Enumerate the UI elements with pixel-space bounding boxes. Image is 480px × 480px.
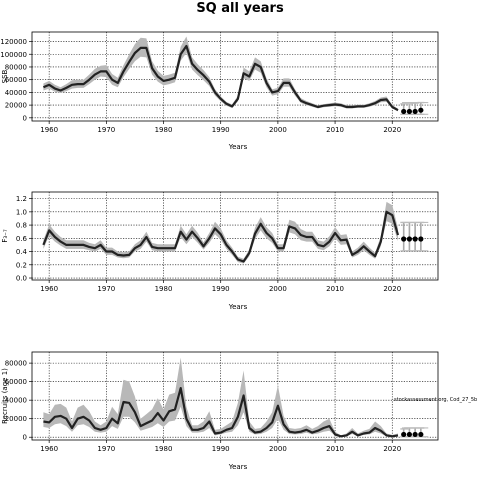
chart-panel-1: 1960 1970 1980 1990 2000 2010 2020020000400006…	[0, 32, 438, 151]
x-tick-label: 2000	[269, 445, 287, 453]
y-tick-label: 0.6	[16, 235, 28, 243]
x-tick-label: 2010	[326, 285, 344, 293]
projection-point	[401, 236, 406, 241]
chart-panel-2: 1960 1970 1980 1990 2000 2010 2020 0.0 0.2 0.4 0.6…	[1, 192, 438, 311]
projection-point	[418, 236, 423, 241]
y-axis-label: SSB	[1, 69, 9, 83]
x-tick-label: 1980	[155, 285, 173, 293]
y-tick-label: 40000	[5, 89, 27, 97]
x-axis-label: Years	[228, 143, 248, 151]
y-tick-label: 0	[23, 114, 27, 122]
projection-point	[401, 109, 406, 114]
y-tick-label: 100000	[0, 51, 27, 59]
x-tick-label: 1980	[155, 126, 173, 134]
x-axis-label: Years	[228, 303, 248, 311]
x-tick-label: 1960	[40, 285, 58, 293]
projection-point	[407, 236, 412, 241]
x-tick-label: 2000	[269, 126, 287, 134]
y-tick-label: 0.8	[16, 222, 27, 230]
x-tick-label: 1990	[212, 126, 230, 134]
projection-point	[418, 432, 423, 437]
charts-group: 1960 1970 1980 1990 2000 2010 2020020000400006…	[0, 32, 477, 471]
x-tick-label: 1990	[212, 285, 230, 293]
y-tick-label: 1.2	[16, 195, 27, 203]
projection-point	[413, 109, 418, 114]
y-tick-label: 0.2	[16, 261, 27, 269]
x-axis-label: Years	[228, 463, 248, 471]
x-tick-label: 1990	[212, 445, 230, 453]
x-tick-label: 2000	[269, 285, 287, 293]
figure-title: SQ all years	[196, 1, 284, 16]
y-tick-label: 0.4	[16, 248, 28, 256]
x-tick-label: 1970	[97, 285, 115, 293]
y-tick-label: 1.0	[16, 208, 27, 216]
axes-frame	[32, 192, 438, 280]
x-tick-label: 1980	[155, 445, 173, 453]
projection-point	[413, 236, 418, 241]
x-tick-label: 2020	[383, 445, 401, 453]
y-tick-label: 80000	[5, 360, 27, 368]
x-tick-label: 2010	[326, 126, 344, 134]
x-tick-label: 1960	[40, 126, 58, 134]
projection-point	[418, 108, 423, 113]
y-tick-label: 0	[23, 434, 27, 442]
y-tick-label: 20000	[5, 102, 27, 110]
x-tick-label: 2020	[383, 126, 401, 134]
x-tick-label: 2020	[383, 285, 401, 293]
y-axis-label: Recruits (age 1)	[1, 368, 9, 424]
y-axis-label: F₃₋₇	[1, 229, 9, 243]
x-tick-label: 1970	[97, 126, 115, 134]
x-tick-label: 1970	[97, 445, 115, 453]
x-tick-label: 1960	[40, 445, 58, 453]
credit-text: stockassessment.org, Cod_27_5b	[394, 397, 477, 403]
projection-point	[407, 432, 412, 437]
projection-point	[401, 432, 406, 437]
chart-panel-3: 1960 1970 1980 1990 2000 2010 2020020000400006…	[1, 352, 438, 471]
y-tick-label: 120000	[0, 38, 27, 46]
x-tick-label: 2010	[326, 445, 344, 453]
projection-point	[407, 109, 412, 114]
y-tick-label: 0.0	[16, 275, 27, 283]
projection-point	[413, 432, 418, 437]
